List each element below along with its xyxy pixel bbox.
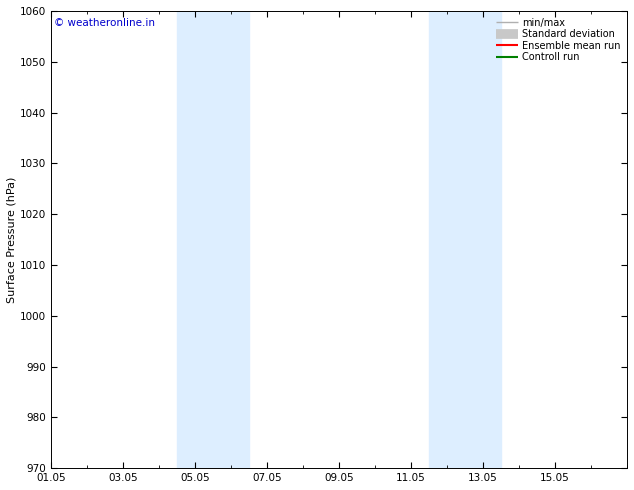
Bar	[429, 11, 501, 468]
Y-axis label: Surface Pressure (hPa): Surface Pressure (hPa)	[7, 176, 17, 303]
Text: © weatheronline.in: © weatheronline.in	[54, 18, 155, 28]
Bar	[177, 11, 249, 468]
Legend: min/max, Standard deviation, Ensemble mean run, Controll run: min/max, Standard deviation, Ensemble me…	[495, 16, 622, 64]
